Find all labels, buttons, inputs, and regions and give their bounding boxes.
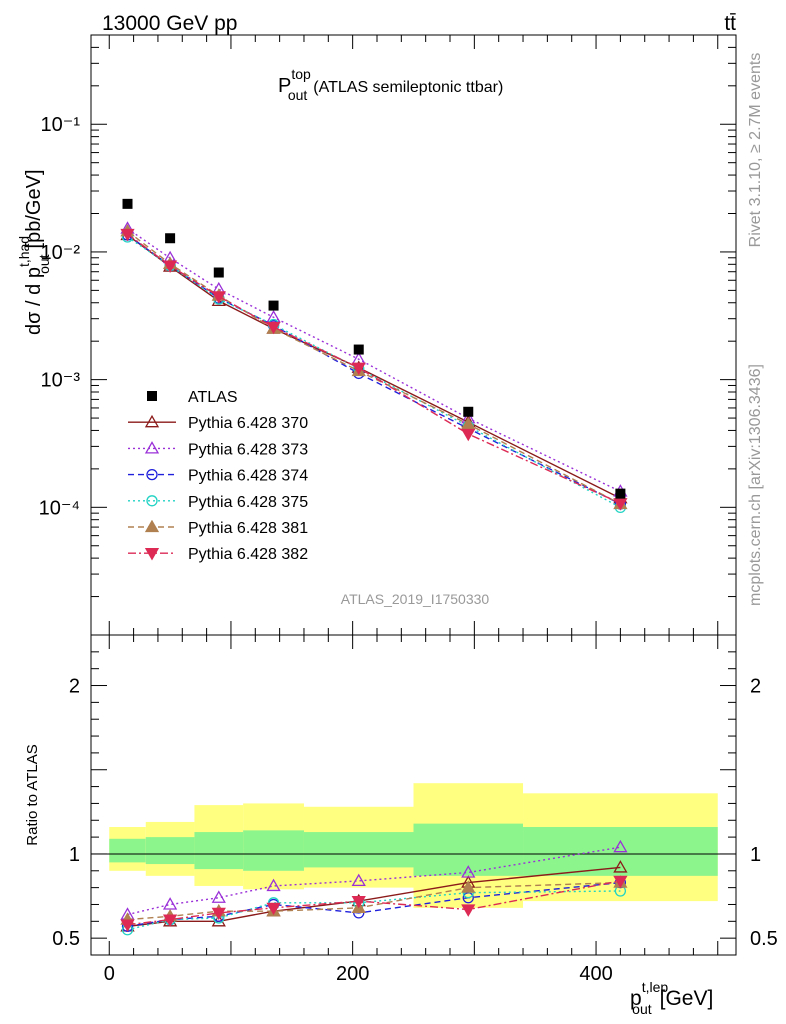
x-tick-label: 0 bbox=[104, 963, 115, 985]
title-main: P bbox=[278, 75, 291, 97]
series-marker bbox=[266, 878, 281, 892]
ylabel-sub: out bbox=[36, 254, 52, 274]
legend-label: Pythia 6.428 382 bbox=[188, 546, 308, 563]
analysis-watermark: ATLAS_2019_I1750330 bbox=[341, 591, 490, 607]
xlabel-main: p bbox=[630, 987, 642, 1010]
plot-title: Ptop out (ATLAS semileptonic ttbar) bbox=[278, 66, 503, 103]
series-line bbox=[127, 230, 621, 505]
axes: 0 200 400 10⁻⁴ 10⁻³ 10⁻² 10⁻¹ 0.5 0.5 1 1 2 2 bbox=[39, 34, 778, 985]
ratio-series-curves bbox=[120, 839, 628, 936]
main-panel-frame bbox=[90, 34, 737, 636]
title-rest: (ATLAS semileptonic ttbar) bbox=[313, 79, 503, 96]
atlas-marker bbox=[463, 406, 474, 417]
ratio-panel-frame bbox=[90, 634, 737, 956]
ratio-y-axis-label: Ratio to ATLAS bbox=[24, 744, 41, 845]
legend-label: ATLAS bbox=[188, 389, 238, 406]
collision-energy-label: 13000 GeV pp bbox=[102, 12, 237, 35]
legend-label: Pythia 6.428 375 bbox=[188, 494, 308, 511]
y-tick-label: 10⁻² bbox=[41, 242, 81, 264]
series-marker bbox=[162, 914, 178, 927]
title-sup: top bbox=[291, 66, 311, 82]
ratio-tick-label: 0.5 bbox=[52, 928, 80, 950]
series-marker bbox=[144, 519, 160, 533]
ratio-tick-label-right: 1 bbox=[750, 844, 761, 866]
y-tick-label: 10⁻³ bbox=[41, 370, 81, 392]
series-marker bbox=[461, 904, 476, 917]
ylabel-unit: [pb/GeV] bbox=[23, 170, 45, 249]
series-line bbox=[127, 233, 621, 504]
x-axis-label: pt,lep out [GeV] bbox=[630, 979, 713, 1017]
series-marker bbox=[461, 865, 476, 878]
atlas-marker bbox=[268, 300, 279, 311]
legend-label: Pythia 6.428 381 bbox=[188, 520, 308, 537]
xlabel-unit: [GeV] bbox=[660, 987, 714, 1010]
series-marker bbox=[351, 895, 366, 909]
series-marker bbox=[351, 873, 366, 887]
ratio-tick-label-right: 0.5 bbox=[750, 928, 778, 950]
process-label: tt̄ bbox=[724, 12, 736, 35]
legend-label: Pythia 6.428 370 bbox=[188, 415, 308, 432]
y-tick-label: 10⁻¹ bbox=[41, 114, 81, 136]
green-band-bin bbox=[194, 832, 244, 870]
series-marker bbox=[211, 890, 226, 903]
series-marker bbox=[146, 468, 158, 481]
ratio-tick-label-right: 2 bbox=[750, 676, 761, 698]
series-marker bbox=[146, 495, 158, 507]
main-y-axis-label: dσ / d pt,had out [pb/GeV] bbox=[16, 170, 52, 336]
green-band-bin bbox=[145, 837, 195, 865]
atlas-marker bbox=[615, 488, 626, 499]
series-marker bbox=[162, 897, 178, 910]
rivet-version-label: Rivet 3.1.10, ≥ 2.7M events bbox=[747, 53, 764, 248]
series-line bbox=[127, 234, 621, 505]
series-marker bbox=[461, 428, 476, 442]
series-marker bbox=[613, 498, 628, 511]
green-band-bin bbox=[413, 823, 524, 876]
title-sub: out bbox=[288, 87, 308, 103]
legend: ATLAS Pythia 6.428 370 Pythia 6.428 373 Pyt… bbox=[128, 389, 308, 563]
green-band-bin bbox=[243, 830, 304, 871]
ratio-tick-label: 2 bbox=[69, 676, 80, 698]
series-marker bbox=[613, 839, 628, 853]
series-line bbox=[127, 234, 621, 499]
series-marker bbox=[144, 548, 160, 561]
series-marker bbox=[211, 907, 226, 921]
series-marker bbox=[461, 880, 476, 893]
atlas-marker bbox=[147, 391, 157, 401]
main-series-curves bbox=[120, 198, 628, 514]
mcplots-label: mcplots.cern.ch [arXiv:1306.3436] bbox=[747, 364, 764, 606]
series-marker bbox=[266, 321, 281, 335]
ratio-uncertainty-bands bbox=[91, 783, 736, 908]
atlas-marker bbox=[122, 198, 133, 209]
series-marker bbox=[613, 875, 628, 889]
green-band-bin bbox=[109, 838, 146, 863]
series-marker bbox=[120, 228, 135, 242]
series-marker bbox=[162, 260, 178, 273]
y-tick-label: 10⁻⁴ bbox=[39, 497, 80, 519]
atlas-marker bbox=[165, 233, 176, 244]
series-marker bbox=[211, 291, 226, 304]
series-marker bbox=[613, 860, 628, 873]
ylabel-main: dσ / d p bbox=[23, 267, 45, 335]
legend-label: Pythia 6.428 374 bbox=[188, 468, 308, 485]
xlabel-sub: out bbox=[632, 1001, 652, 1017]
legend-label: Pythia 6.428 373 bbox=[188, 441, 308, 458]
x-tick-label: 400 bbox=[579, 963, 612, 985]
series-marker bbox=[144, 414, 160, 428]
series-marker bbox=[351, 362, 366, 376]
x-tick-label: 200 bbox=[336, 963, 369, 985]
ylabel-sup: t,had bbox=[16, 236, 32, 267]
atlas-marker bbox=[213, 267, 224, 278]
series-marker bbox=[144, 441, 160, 454]
green-band-bin bbox=[303, 832, 414, 868]
ratio-tick-label: 1 bbox=[69, 844, 80, 866]
xlabel-sup: t,lep bbox=[642, 979, 669, 995]
series-marker bbox=[120, 919, 135, 932]
series-marker bbox=[461, 416, 476, 430]
atlas-marker bbox=[353, 344, 364, 355]
series-marker bbox=[266, 902, 281, 916]
